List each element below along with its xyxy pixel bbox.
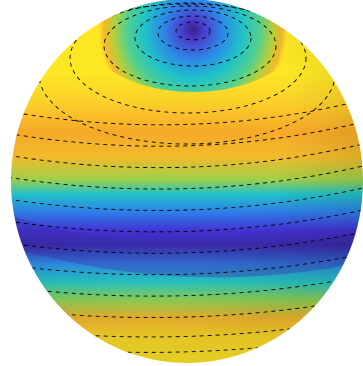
contour-curve-2 bbox=[11, 143, 363, 169]
contour-ring-4 bbox=[69, 2, 307, 114]
contour-curve-8 bbox=[11, 275, 363, 297]
contour-curve-4 bbox=[11, 187, 363, 211]
contour-curve-6 bbox=[11, 231, 363, 254]
contour-curve-0 bbox=[11, 99, 363, 126]
contour-ring-0 bbox=[175, 21, 211, 41]
contour-ring-1 bbox=[157, 15, 229, 51]
contour-ring-2 bbox=[134, 9, 252, 67]
sphere-shading bbox=[11, 0, 363, 363]
contour-curve-3 bbox=[11, 165, 363, 190]
contour-curve-5 bbox=[11, 209, 363, 233]
contour-ring-3 bbox=[103, 5, 277, 87]
contour-curve-7 bbox=[11, 253, 363, 276]
contour-curve-1 bbox=[11, 121, 363, 147]
